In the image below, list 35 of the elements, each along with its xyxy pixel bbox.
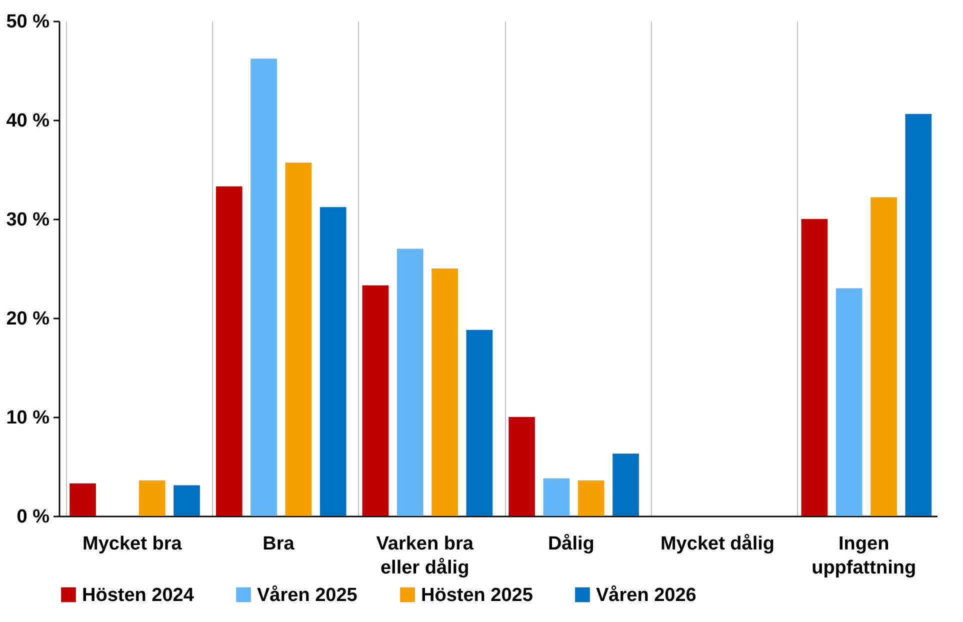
legend-label: Hösten 2025 — [421, 584, 534, 606]
bar — [138, 480, 166, 516]
bar — [508, 417, 535, 516]
legend-label: Våren 2026 — [596, 584, 696, 606]
y-tick-label: 40 % — [6, 110, 50, 132]
y-tick-label: 0 % — [16, 506, 50, 528]
x-tick-label: Dålig — [548, 534, 594, 554]
bar — [216, 186, 242, 516]
legend-label: Våren 2025 — [257, 584, 358, 606]
x-tick-label: Varken bra eller dålig — [376, 534, 474, 578]
bar — [432, 268, 458, 516]
bar — [70, 483, 96, 516]
y-tick-label: 50 % — [6, 12, 50, 32]
bar — [801, 219, 828, 516]
bar — [543, 478, 570, 516]
bar — [836, 288, 862, 516]
x-tick-label: Mycket bra — [82, 534, 182, 554]
x-tick-label: Mycket dålig — [660, 534, 775, 554]
bar — [174, 485, 200, 516]
bar — [285, 162, 312, 516]
y-tick-label: 10 % — [6, 408, 50, 428]
bar — [870, 197, 897, 516]
bar — [320, 207, 346, 516]
bar — [578, 480, 604, 516]
bar — [905, 114, 932, 516]
bar — [396, 248, 424, 516]
y-tick-label: 30 % — [6, 210, 50, 230]
y-tick-label: 20 % — [6, 308, 50, 330]
bar — [362, 285, 389, 516]
x-tick-label: Ingen uppfattning — [812, 534, 916, 578]
bar — [466, 330, 493, 516]
legend-label: Hösten 2024 — [82, 584, 194, 606]
bar — [612, 454, 639, 516]
bar — [250, 58, 277, 516]
x-tick-label: Bra — [262, 534, 295, 554]
